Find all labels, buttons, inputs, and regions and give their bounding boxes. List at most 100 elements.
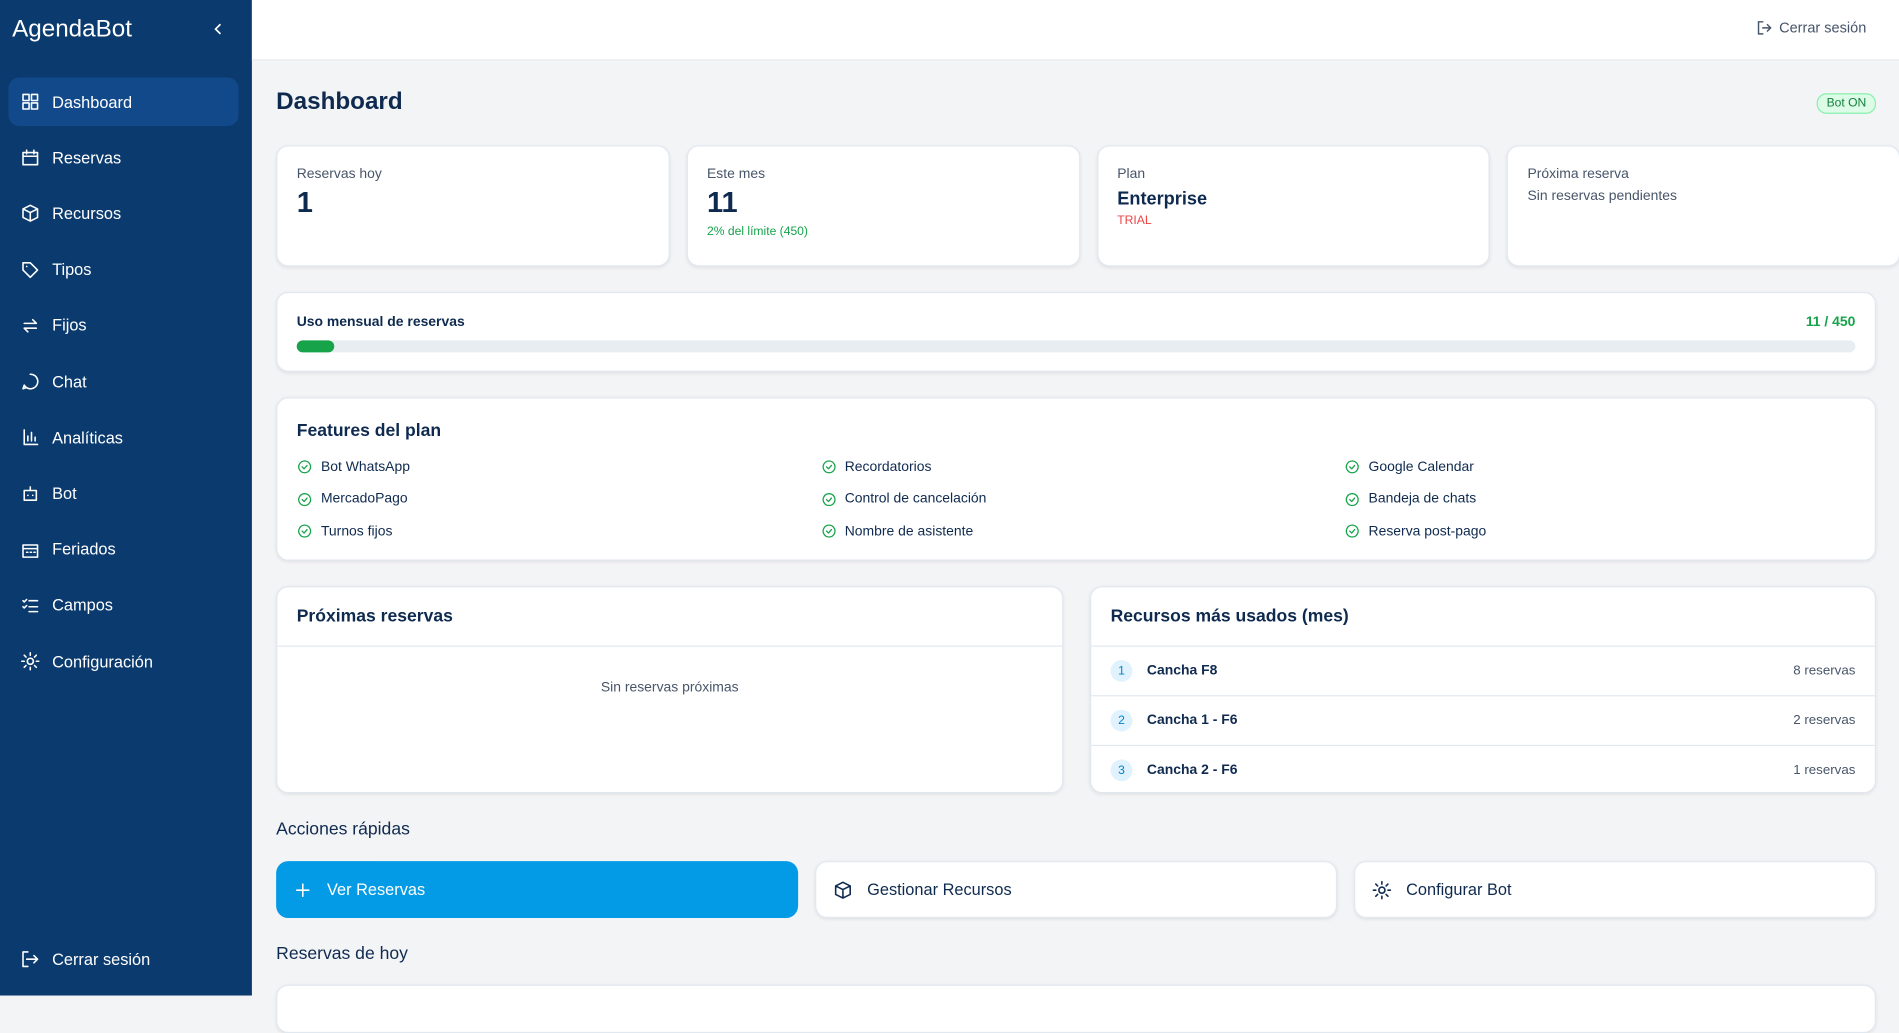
nav-label: Reservas: [52, 148, 122, 167]
nav-item[interactable]: Bot: [8, 469, 238, 517]
resources-title: Recursos más usados (mes): [1091, 587, 1875, 647]
icon-graphic: [23, 318, 38, 333]
nav-label: Tipos: [52, 260, 92, 279]
icon-graphic: [834, 880, 851, 899]
icon: [8, 204, 52, 223]
feature-item: Nombre de asistente: [821, 523, 973, 539]
nav-item[interactable]: Campos: [8, 581, 238, 629]
stat-label: Plan: [1117, 167, 1146, 182]
action-label: Configurar Bot: [1406, 880, 1512, 899]
resource-rank: 1: [1110, 660, 1133, 682]
action-label: Ver Reservas: [326, 880, 426, 899]
feature-item: Control de cancelación: [821, 491, 987, 507]
action-button[interactable]: Ver Reservas: [276, 861, 799, 919]
resource-count: 1 reservas: [1793, 762, 1856, 778]
icon-graphic: [22, 598, 39, 613]
today-title: Reservas de hoy: [276, 944, 408, 965]
stat-card: Plan Enterprise TRIAL: [1096, 145, 1490, 267]
stat-note: 2% del límite (450): [706, 225, 808, 239]
icon-graphic: [1345, 524, 1359, 538]
feature-label: MercadoPago: [320, 491, 408, 507]
feature-label: Turnos fijos: [320, 523, 393, 539]
icon: [8, 148, 52, 167]
stat-note: Sin reservas pendientes: [1527, 188, 1677, 204]
stat-card: Próxima reserva Sin reservas pendientes: [1506, 145, 1899, 267]
action-button[interactable]: Configurar Bot: [1354, 861, 1876, 919]
icon-graphic: [22, 373, 39, 390]
nav-item[interactable]: Dashboard: [8, 77, 239, 126]
stat-label: Este mes: [706, 167, 766, 182]
nav-item[interactable]: Analíticas: [8, 413, 238, 461]
nav-label: Recursos: [52, 204, 122, 223]
nav-item[interactable]: Configuración: [8, 637, 238, 685]
nav-item[interactable]: Recursos: [8, 189, 238, 237]
feature-item: Bot WhatsApp: [297, 459, 410, 475]
upcoming-card: Próximas reservas Sin reservas próximas: [276, 586, 1064, 794]
resource-name: Cancha 2 - F6: [1146, 762, 1238, 778]
brand: AgendaBot: [12, 15, 132, 43]
icon: [8, 92, 52, 111]
nav-item[interactable]: Feriados: [8, 525, 238, 573]
nav-label: Analíticas: [52, 428, 123, 447]
nav-item[interactable]: Reservas: [8, 133, 238, 181]
icon: [8, 428, 52, 447]
feature-label: Google Calendar: [1368, 459, 1474, 475]
icon: [293, 880, 312, 899]
upcoming-title: Próximas reservas: [277, 587, 1063, 647]
usage-card: Uso mensual de reservas 11 / 450: [276, 291, 1876, 372]
sidebar: AgendaBot Dashboard Reservas Recursos Tipos…: [0, 0, 252, 996]
feature-item: Bandeja de chats: [1344, 491, 1476, 507]
feature-label: Control de cancelación: [844, 491, 987, 507]
icon-graphic: [1345, 460, 1359, 474]
top-bar: Cerrar sesión: [251, 0, 1899, 61]
icon-graphic: [22, 261, 39, 278]
icon: [297, 459, 313, 475]
features-card: Features del plan Bot WhatsApp Recordatori…: [276, 397, 1876, 561]
resource-name: Cancha F8: [1146, 663, 1218, 679]
nav-label: Dashboard: [52, 92, 133, 111]
icon: [297, 523, 313, 539]
icon: [821, 523, 837, 539]
sidebar-logout[interactable]: Cerrar sesión: [8, 935, 238, 983]
nav-label: Fijos: [52, 316, 87, 335]
feature-label: Reserva post-pago: [1368, 523, 1487, 539]
icon: [297, 491, 313, 507]
icon: [8, 316, 52, 335]
icon-graphic: [23, 486, 38, 502]
usage-track: [296, 340, 1856, 353]
actions-title: Acciones rápidas: [276, 819, 410, 840]
stat-note: TRIAL: [1117, 214, 1152, 228]
features-title: Features del plan: [296, 421, 442, 441]
icon-graphic: [21, 651, 40, 671]
icon: [8, 484, 52, 503]
icon: [8, 540, 52, 559]
icon: [8, 651, 52, 671]
sidebar-logout-text: Cerrar sesión: [52, 950, 151, 969]
usage-text: 11 / 450: [1805, 314, 1856, 330]
icon: [1344, 523, 1360, 539]
action-button[interactable]: Gestionar Recursos: [815, 861, 1338, 919]
stat-value: 1: [296, 186, 313, 220]
icon: [1344, 459, 1360, 475]
icon-graphic: [298, 492, 312, 506]
resource-name: Cancha 1 - F6: [1146, 713, 1238, 728]
icon-graphic: [821, 492, 835, 506]
nav-label: Configuración: [52, 652, 153, 671]
logout-icon: [1757, 21, 1772, 35]
nav-label: Chat: [52, 372, 87, 391]
icon-graphic: [22, 543, 39, 558]
nav-item[interactable]: Tipos: [8, 245, 238, 293]
nav-item[interactable]: Fijos: [8, 301, 238, 349]
icon-graphic: [298, 460, 312, 474]
feature-item: MercadoPago: [297, 491, 408, 507]
header-logout[interactable]: Cerrar sesión: [1756, 19, 1866, 36]
icon-graphic: [23, 429, 39, 446]
nav-item[interactable]: Chat: [8, 357, 238, 405]
icon: [8, 950, 52, 969]
nav-label: Campos: [52, 596, 113, 615]
icon: [8, 596, 52, 615]
icon: [8, 372, 52, 391]
collapse-button[interactable]: [212, 22, 224, 37]
page-title: Dashboard: [276, 88, 403, 116]
icon-graphic: [22, 204, 39, 223]
